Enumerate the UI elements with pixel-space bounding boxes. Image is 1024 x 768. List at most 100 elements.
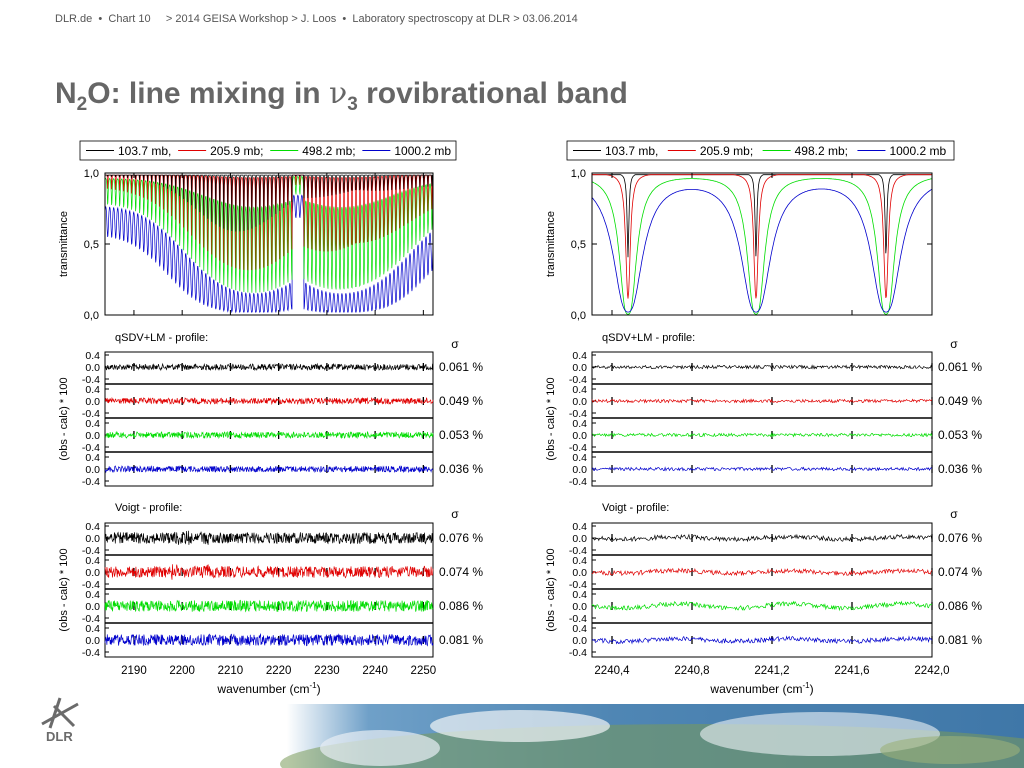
sigma-value: 0.081 % [938, 633, 982, 647]
legend: 103.7 mb, 205.9 mb; 498.2 mb; 1000.2 mb [566, 140, 955, 161]
residual-tick-label: 0.4 [572, 623, 587, 635]
residual-series [104, 362, 434, 372]
residual-y-axis-label: (obs - calc) * 100 [58, 377, 70, 460]
sigma-value: 0.061 % [439, 360, 483, 374]
legend-entry: 1000.2 mb [889, 144, 946, 158]
residual-series [104, 633, 434, 647]
y-axis-label: transmittance [58, 211, 70, 277]
residual-tick-label: 0.0 [85, 567, 100, 579]
residual-tick-label: -0.4 [569, 374, 587, 386]
residual-tick-label: 0.0 [572, 567, 587, 579]
residual-tick-label: 0.0 [85, 533, 100, 545]
residual-tick-label: -0.4 [569, 647, 587, 659]
sigma-value: 0.053 % [439, 428, 483, 442]
residual-tick-label: -0.4 [82, 442, 100, 454]
residual-frame [591, 522, 933, 658]
residual-tick-label: 0.4 [85, 452, 100, 464]
transmittance-series [592, 174, 932, 258]
header-path: > 2014 GEISA Workshop > J. Loos [165, 13, 337, 25]
residual-frame [104, 522, 434, 658]
residual-tick-label: -0.4 [569, 613, 587, 625]
residual-tick-label: -0.4 [569, 442, 587, 454]
legend-box [566, 140, 955, 161]
slide-title: N2O: line mixing in ν3 rovibrational ban… [55, 76, 628, 116]
residual-series [592, 567, 933, 577]
sigma-value: 0.074 % [439, 565, 483, 579]
earth-banner [0, 704, 1024, 768]
x-tick-label: 2220 [266, 665, 292, 677]
residual-tick-label: 0.0 [572, 430, 587, 442]
residual-series [591, 364, 933, 370]
residual-series [591, 533, 933, 543]
residual-tick-label: -0.4 [569, 545, 587, 557]
legend-entry: 1000.2 mb [394, 144, 451, 158]
sigma-value: 0.076 % [938, 531, 982, 545]
residual-tick-label: 0.0 [85, 635, 100, 647]
residual-tick-label: 0.0 [572, 464, 587, 476]
residual-tick-label: 0.0 [85, 362, 100, 374]
transmittance-series [104, 176, 434, 293]
figure-canvas: 103.7 mb, 205.9 mb; 498.2 mb; 1000.2 mb 1,0 0… [58, 140, 982, 696]
transmittance-series [105, 174, 433, 232]
residual-frame [104, 351, 434, 487]
residual-tick-label: -0.4 [82, 408, 100, 420]
residual-tick-label: 0.0 [572, 635, 587, 647]
residual-tick-label: 0.4 [572, 384, 587, 396]
residual-tick-label: 0.4 [572, 452, 587, 464]
header-subpath: Laboratory spectroscopy at DLR > 03.06.2… [352, 13, 578, 25]
legend-entry: 205.9 mb; [210, 144, 263, 158]
residual-tick-label: -0.4 [569, 579, 587, 591]
residual-tick-label: -0.4 [82, 579, 100, 591]
residual-series [104, 465, 434, 474]
transmittance-series [591, 178, 933, 315]
residual-tick-label: 0.4 [572, 350, 587, 362]
sigma-value: 0.081 % [439, 633, 483, 647]
title-part-mid: O: line mixing in [87, 77, 329, 110]
legend-entry: 103.7 mb, [118, 144, 171, 158]
residual-y-axis-label: (obs - calc) * 100 [545, 377, 557, 460]
residual-tick-label: 0.0 [572, 533, 587, 545]
sigma-value: 0.074 % [938, 565, 982, 579]
title-nu: ν [328, 76, 348, 111]
x-tick-label: 2200 [169, 665, 195, 677]
residual-series [104, 599, 434, 613]
x-tick-label: 2250 [411, 665, 437, 677]
residual-tick-label: -0.4 [82, 545, 100, 557]
sigma-value: 0.053 % [938, 428, 982, 442]
x-tick-label: 2240,8 [674, 665, 709, 677]
residual-tick-label: 0.4 [85, 623, 100, 635]
residual-tick-label: 0.0 [572, 396, 587, 408]
residual-tick-label: -0.4 [82, 613, 100, 625]
transmittance-series [592, 174, 932, 299]
transmittance-series [105, 174, 434, 271]
x-tick-label: 2241,2 [754, 665, 789, 677]
y-tick-label: 0,0 [84, 310, 99, 322]
y-tick-label: 0,0 [571, 310, 586, 322]
residual-tick-label: -0.4 [82, 374, 100, 386]
sigma-value: 0.086 % [938, 599, 982, 613]
residual-tick-label: 0.0 [85, 430, 100, 442]
title-part-post: rovibrational band [357, 77, 628, 110]
legend-entry: 498.2 mb; [795, 144, 848, 158]
residual-series [104, 530, 434, 545]
residual-group-label: Voigt - profile: [602, 502, 669, 514]
residual-tick-label: 0.4 [572, 418, 587, 430]
legend-box [79, 140, 457, 161]
y-tick-label: 1,0 [571, 168, 586, 180]
residual-tick-label: 0.0 [85, 396, 100, 408]
residual-tick-label: 0.0 [85, 601, 100, 613]
residual-tick-label: 0.4 [85, 555, 100, 567]
x-tick-label: 2242,0 [914, 665, 949, 677]
title-sub-2: 2 [76, 94, 88, 115]
x-tick-label: 2210 [218, 665, 244, 677]
residual-series [104, 396, 434, 406]
y-axis-label: transmittance [545, 211, 557, 277]
sigma-value: 0.049 % [938, 394, 982, 408]
sigma-value: 0.076 % [439, 531, 483, 545]
residual-tick-label: 0.4 [572, 521, 587, 533]
residual-tick-label: 0.4 [85, 589, 100, 601]
residual-series [591, 398, 933, 404]
y-tick-label: 0,5 [84, 239, 99, 251]
x-tick-label: 2240 [362, 665, 388, 677]
transmittance-series [104, 194, 434, 314]
